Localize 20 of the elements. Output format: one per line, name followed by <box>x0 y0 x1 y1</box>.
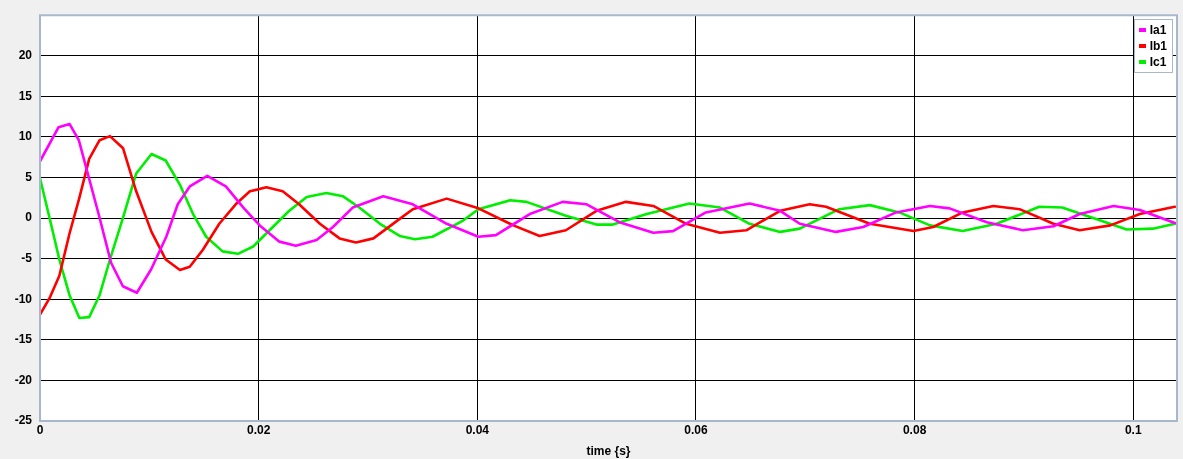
y-tick-label: 0 <box>25 210 33 225</box>
x-axis-title: time {s} <box>586 444 631 459</box>
legend-label: Ic1 <box>1149 55 1167 70</box>
legend-label: Ia1 <box>1149 23 1167 38</box>
y-tick-label: -10 <box>14 291 33 306</box>
y-tick-label: 20 <box>18 48 33 63</box>
x-tick-label: 0.06 <box>684 422 708 437</box>
x-tick-label: 0.08 <box>902 422 927 437</box>
y-tick-label: 15 <box>18 88 33 103</box>
x-tick-label: 0.02 <box>246 422 271 437</box>
x-tick-label: 0.04 <box>465 422 490 437</box>
y-tick-label: -25 <box>14 413 33 428</box>
legend-label: Ib1 <box>1149 39 1167 54</box>
y-tick-label: -20 <box>14 372 33 387</box>
x-tick-label: 0 <box>36 422 44 437</box>
y-tick-label: -15 <box>14 332 33 347</box>
x-tick-label: 0.1 <box>1124 422 1142 437</box>
y-tick-label: -5 <box>21 250 33 265</box>
y-tick-label: 10 <box>18 129 33 144</box>
y-tick-label: 5 <box>25 169 33 184</box>
